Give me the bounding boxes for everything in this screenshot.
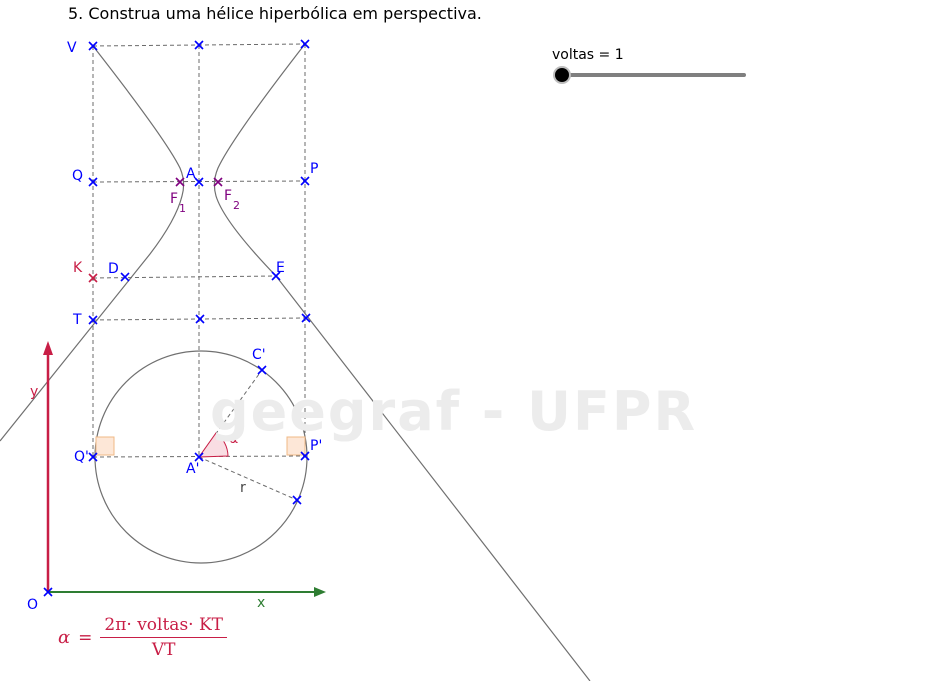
point-K [88, 273, 98, 283]
label-F2: F [224, 188, 232, 204]
label-Pp: P' [310, 438, 322, 454]
exercise-title: 5. Construa uma hélice hiperbólica em pe… [68, 4, 482, 23]
point-V-right [300, 39, 310, 49]
formula-denominator: VT [151, 640, 176, 660]
point-radius-end [292, 495, 302, 505]
point-T [88, 315, 98, 325]
point-T-mid [195, 314, 205, 324]
label-Ap: A' [186, 461, 199, 477]
alpha-formula: α = 2π· voltas· KT VT [58, 615, 228, 660]
label-P: P [310, 161, 318, 177]
voltas-slider[interactable]: voltas = 1 [552, 47, 752, 87]
formula-equals: = [78, 627, 93, 648]
right-angle-mark-left [95, 436, 115, 456]
point-F2 [213, 177, 223, 187]
x-axis-arrow [314, 587, 326, 597]
point-O [43, 587, 53, 597]
point-V [88, 41, 98, 51]
right-angle-mark-right [286, 436, 306, 456]
label-F1-sub: 1 [179, 202, 186, 215]
point-A [194, 177, 204, 187]
point-Qp [88, 452, 98, 462]
formula-numerator: 2π· voltas· KT [100, 615, 228, 638]
angle-alpha-sector [198, 432, 229, 458]
focus-points [175, 177, 223, 187]
origin-label: O [27, 597, 38, 613]
point-Pp [300, 451, 310, 461]
y-axis-arrow [43, 341, 53, 355]
label-V: V [67, 40, 77, 56]
blue-points [43, 39, 311, 597]
point-P [300, 176, 310, 186]
label-E: E [276, 260, 285, 276]
label-Cp: C' [252, 347, 266, 363]
label-A: A [186, 166, 196, 182]
hyperbola [0, 43, 591, 681]
label-F1: F [170, 191, 178, 207]
voltas-slider-knob[interactable] [555, 68, 569, 82]
angle-alpha-label: α [229, 431, 238, 447]
point-D [120, 272, 130, 282]
point-F1 [175, 177, 185, 187]
label-D: D [108, 261, 119, 277]
line-radius [198, 456, 298, 501]
point-T-right [301, 313, 311, 323]
hyperbola-right-branch [213, 43, 591, 681]
formula-fraction: 2π· voltas· KT VT [100, 615, 228, 660]
point-Cp [257, 365, 267, 375]
point-E [271, 271, 281, 281]
label-T: T [72, 312, 82, 328]
label-Q: Q [72, 168, 83, 184]
label-F2-sub: 2 [233, 199, 240, 212]
point-labels: V Q K T A P D E F 1 F 2 C' Q' A' P' [67, 40, 322, 477]
hyperbola-left-branch [0, 45, 185, 442]
point-Q [88, 177, 98, 187]
radius-label: r [240, 480, 246, 496]
line-k-e [92, 275, 277, 279]
y-axis-label: y [30, 384, 38, 400]
point-V-mid [194, 40, 204, 50]
point-Ap [194, 452, 204, 462]
voltas-slider-track[interactable] [562, 73, 746, 77]
watermark: geegraf - UFPR [210, 380, 698, 443]
voltas-slider-label: voltas = 1 [552, 47, 624, 63]
x-axis-label: x [257, 595, 265, 611]
label-Qp: Q' [74, 449, 89, 465]
formula-lhs: α [58, 627, 71, 648]
label-K: K [73, 260, 83, 276]
